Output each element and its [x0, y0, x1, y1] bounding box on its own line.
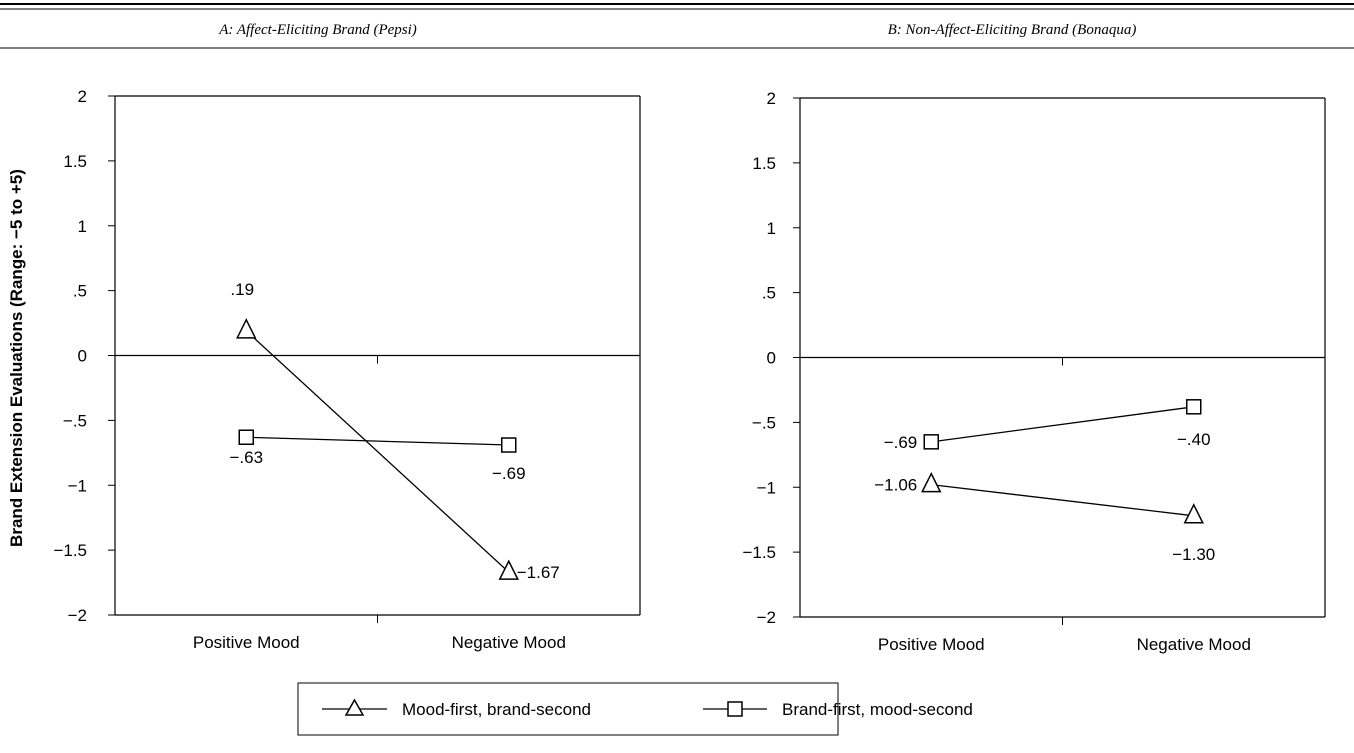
data-label: −.40 [1177, 430, 1211, 449]
data-label: −1.06 [874, 476, 917, 495]
y-tick-label: .5 [73, 282, 87, 301]
y-tick-label: 1 [78, 217, 87, 236]
y-tick-label: −1.5 [742, 543, 776, 562]
triangle-point [921, 471, 942, 493]
y-tick-label: 2 [767, 89, 776, 108]
square-point [923, 434, 939, 450]
series-line [246, 436, 509, 446]
y-axis-label: Brand Extension Evaluations (Range: −5 t… [7, 169, 26, 547]
x-tick-label: Negative Mood [1137, 635, 1251, 654]
panel-a-title: A: Affect-Eliciting Brand (Pepsi) [218, 22, 417, 38]
triangle-point [236, 318, 257, 339]
y-tick-label: 2 [78, 87, 87, 106]
x-tick-label: Positive Mood [193, 633, 300, 652]
data-label: −.63 [229, 448, 263, 467]
y-tick-label: 1 [767, 219, 776, 238]
legend-box [297, 682, 839, 736]
triangle-point [498, 559, 519, 580]
series-line [931, 406, 1194, 443]
x-tick-label: Negative Mood [452, 633, 566, 652]
data-label: −1.67 [517, 563, 560, 582]
legend-label-mood-first: Mood-first, brand-second [402, 700, 591, 719]
data-label: .19 [230, 280, 254, 299]
data-label: −.69 [492, 464, 526, 483]
y-tick-label: 0 [78, 347, 87, 366]
square-point [1186, 399, 1202, 415]
triangle-point [1183, 503, 1204, 524]
series-line [245, 330, 510, 573]
panel-b-title: B: Non-Affect-Eliciting Brand (Bonaqua) [888, 22, 1137, 38]
y-tick-label: −2 [68, 606, 87, 625]
y-tick-label: −1 [757, 478, 776, 497]
legend-triangle-icon [344, 698, 365, 716]
data-label: −1.30 [1172, 545, 1215, 564]
square-point [238, 429, 254, 445]
series-line [931, 484, 1194, 517]
y-tick-label: 1.5 [752, 154, 776, 173]
square-point [501, 437, 517, 453]
y-tick-label: −1.5 [53, 541, 87, 560]
legend-label-brand-first: Brand-first, mood-second [782, 700, 973, 719]
x-tick-label: Positive Mood [878, 635, 985, 654]
y-tick-label: −.5 [63, 411, 87, 430]
y-tick-label: −.5 [752, 413, 776, 432]
y-tick-label: .5 [762, 284, 776, 303]
y-tick-label: −1 [68, 476, 87, 495]
data-label: −.69 [884, 433, 918, 452]
y-tick-label: 1.5 [63, 152, 87, 171]
legend: Mood-first, brand-second Brand-first, mo… [297, 682, 973, 736]
y-tick-label: 0 [767, 349, 776, 368]
y-tick-label: −2 [757, 608, 776, 627]
legend-square-icon [727, 701, 743, 717]
